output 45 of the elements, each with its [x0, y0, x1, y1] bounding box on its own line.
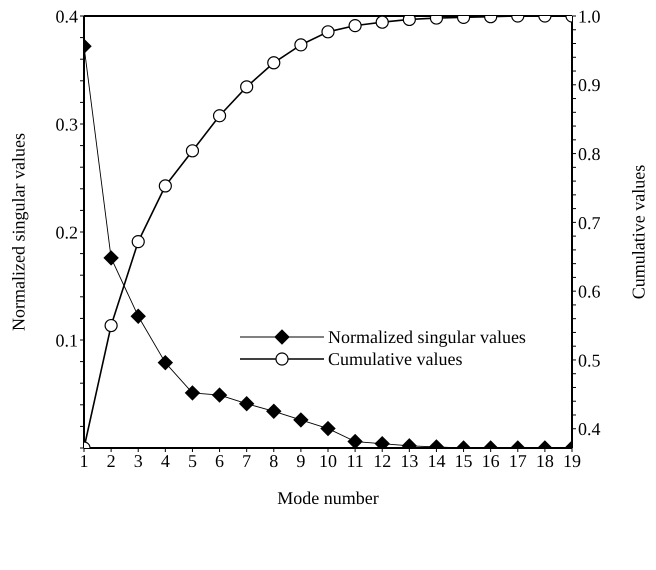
y2-tick-label: 0.8	[578, 144, 600, 164]
x-tick-label: 12	[373, 450, 392, 471]
y2-tick-label: 1.0	[578, 6, 600, 26]
x-tick-label: 1	[80, 450, 88, 471]
legend-label: Normalized singular values	[328, 326, 526, 348]
x-tick-label: 7	[242, 450, 252, 471]
x-tick-label: 11	[346, 450, 364, 471]
y-tick-label: 0.4	[56, 6, 78, 26]
point	[348, 434, 363, 448]
x-tick-label: 16	[482, 450, 500, 471]
x-tick-label: 4	[160, 450, 170, 471]
y2-tick-label: 0.5	[578, 350, 600, 370]
x-tick-label: 14	[427, 450, 446, 471]
point	[212, 388, 228, 403]
legend-label: Cumulative values	[328, 348, 462, 370]
y-tick-label: 0.2	[56, 222, 78, 242]
y-axis-title: Normalized singular values	[8, 133, 28, 331]
y2-axis-title: Cumulative values	[628, 164, 648, 300]
y2-tick-label: 0.4	[578, 419, 600, 440]
point	[320, 421, 336, 436]
point	[266, 404, 282, 419]
y-tick-label: 0.3	[56, 114, 78, 134]
point	[293, 412, 308, 428]
x-tick-label: 6	[215, 450, 224, 471]
point	[158, 355, 173, 370]
y2-tick-label: 0.7	[578, 212, 600, 233]
y-tick-label: 0.1	[56, 330, 78, 350]
x-axis-title: Mode number	[277, 488, 379, 508]
x-tick-label: 17	[508, 450, 527, 471]
x-tick-label: 3	[134, 450, 143, 471]
x-tick-label: 18	[536, 450, 554, 471]
x-tick-label: 5	[188, 450, 197, 471]
x-tick-label: 9	[296, 450, 306, 471]
x-tick-label: 8	[269, 450, 278, 471]
point	[239, 396, 254, 412]
y2-tick-label: 0.9	[578, 75, 600, 96]
y2-tick-label: 0.6	[578, 282, 600, 302]
point	[184, 385, 200, 400]
x-tick-label: 13	[400, 450, 418, 471]
point	[104, 250, 119, 266]
point	[130, 308, 146, 324]
x-tick-label: 2	[106, 450, 116, 471]
x-tick-label: 10	[319, 450, 337, 471]
x-tick-label: 15	[454, 450, 473, 471]
x-tick-label: 19	[563, 450, 581, 471]
